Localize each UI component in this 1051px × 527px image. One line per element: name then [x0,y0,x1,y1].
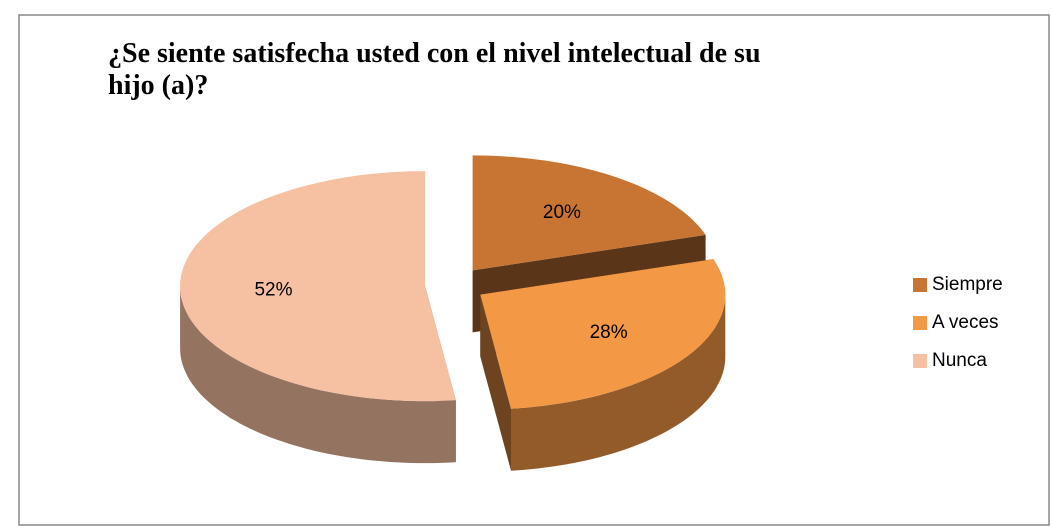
chart-title: ¿Se siente satisfecha usted con el nivel… [108,38,761,101]
data-label: 28% [590,322,628,343]
legend-label: Nunca [932,350,987,371]
legend-swatch [913,316,927,330]
legend-label: A veces [932,312,999,333]
data-label: 20% [543,202,581,223]
legend-label: Siempre [932,274,1003,295]
slice-side [480,294,511,471]
slice-wall [180,286,456,464]
slice [472,155,706,271]
legend-swatch [913,354,927,368]
slice [180,171,456,402]
data-label: 52% [254,280,292,301]
slice-wall [511,294,726,471]
legend-swatch [913,278,927,292]
slice [480,259,726,409]
